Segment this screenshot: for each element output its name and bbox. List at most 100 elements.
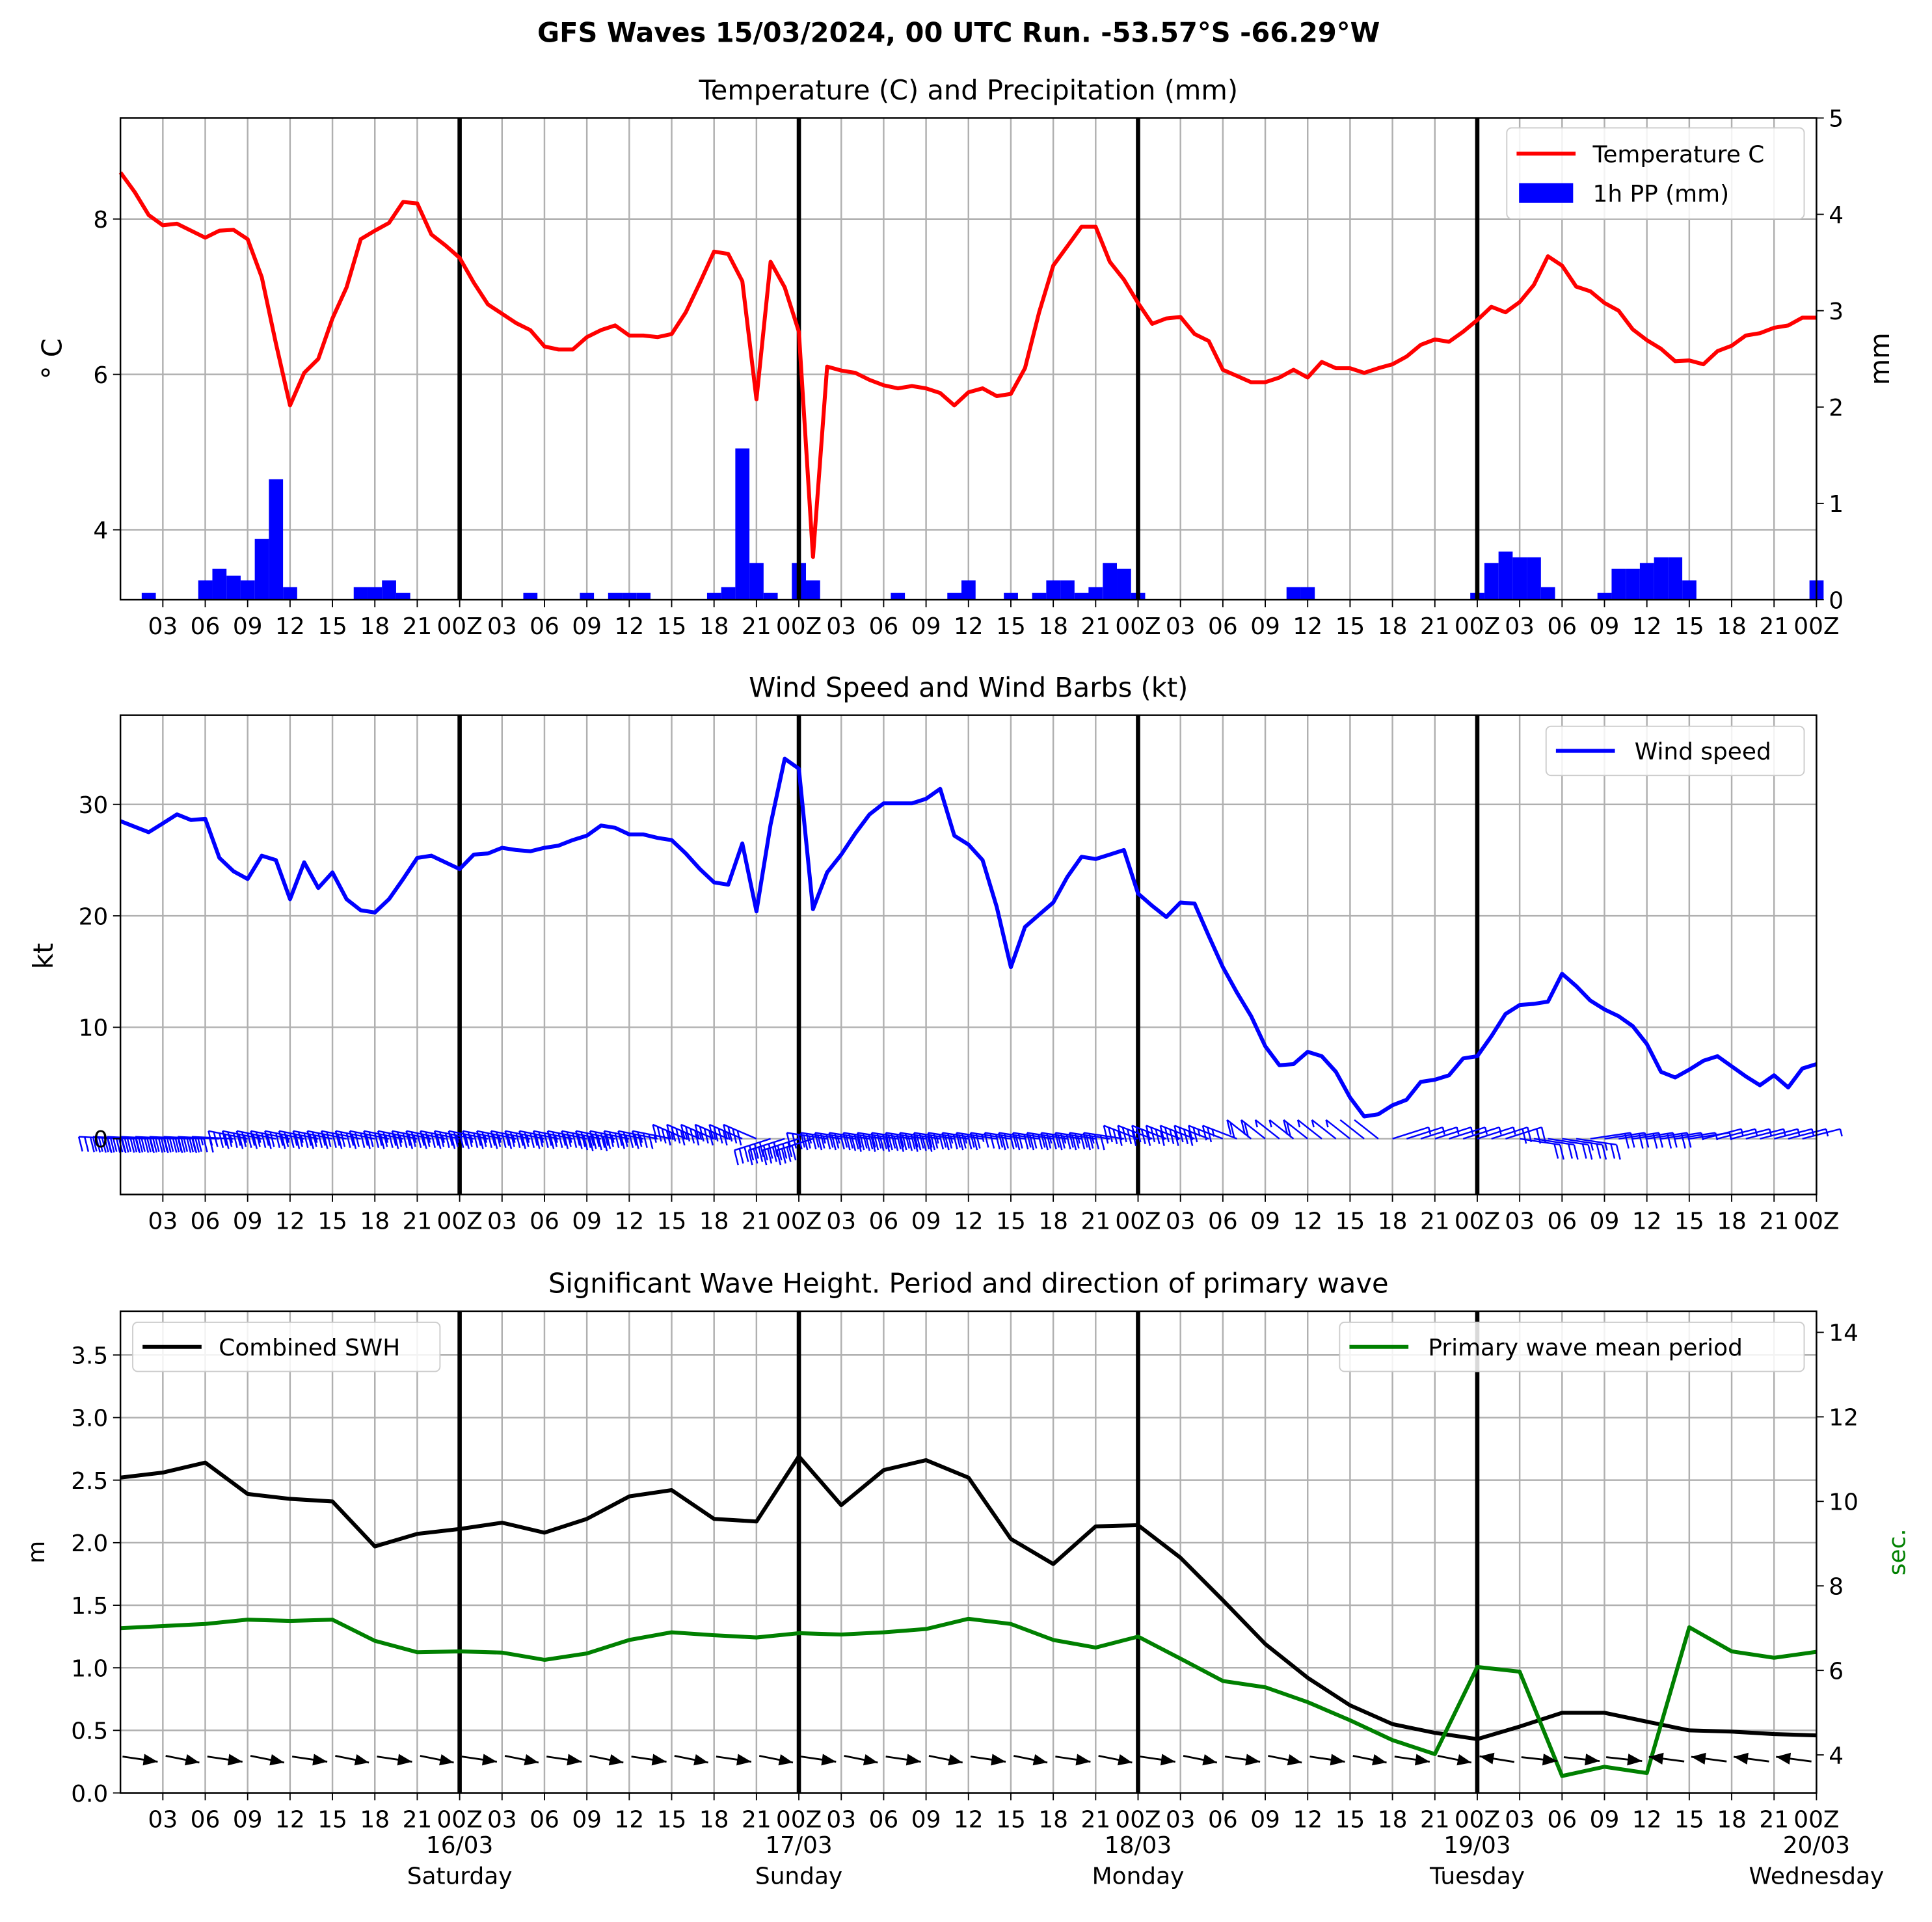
x-tick-label: 09 xyxy=(1250,613,1280,640)
wave-arrow xyxy=(631,1754,667,1766)
precip-bar xyxy=(353,587,368,600)
wave-arrow xyxy=(1733,1752,1769,1765)
x-tick-label: 06 xyxy=(530,1208,559,1235)
y2-tick-label: 3 xyxy=(1829,299,1844,325)
x-tick-label: 15 xyxy=(1335,613,1365,640)
precip-bar xyxy=(735,448,750,600)
panel3-y2-ticks: 4 6 8 10 12 14 xyxy=(1816,1320,1858,1769)
panel2-ylabel: kt xyxy=(27,943,59,969)
x-tick-label: 21 xyxy=(1759,613,1789,640)
wave-arrow xyxy=(1648,1752,1685,1765)
wind-barb xyxy=(1339,1119,1365,1140)
x-tick-label: 18 xyxy=(699,1806,729,1833)
wave-arrow xyxy=(335,1754,369,1766)
wind-barb xyxy=(1201,1125,1238,1143)
y-tick-label: 1.5 xyxy=(71,1593,108,1620)
wind-barb xyxy=(1533,1138,1579,1160)
panel2-day-lines xyxy=(457,715,1480,1195)
y-tick-label: 8 xyxy=(93,207,108,234)
wind-barb xyxy=(1548,1138,1593,1160)
precip-bar xyxy=(1004,593,1018,600)
x-tick-label: 18 xyxy=(699,613,729,640)
day-date: 17/03 xyxy=(765,1832,832,1859)
precip-bar xyxy=(396,593,410,600)
precip-bar xyxy=(1611,568,1626,600)
wave-arrow xyxy=(420,1754,454,1766)
x-tick-label: 18 xyxy=(360,1208,390,1235)
precip-bar xyxy=(1626,568,1640,600)
y-tick-label: 30 xyxy=(79,792,109,819)
y2-tick-label: 0 xyxy=(1829,587,1844,614)
x-tick-label: 00Z xyxy=(436,1208,482,1235)
x-tick-label: 21 xyxy=(403,613,433,640)
precip-bar xyxy=(141,593,156,600)
x-tick-label: 00Z xyxy=(1455,1208,1500,1235)
precip-bar xyxy=(763,593,778,600)
x-tick-label: 06 xyxy=(869,1806,899,1833)
precip-bar xyxy=(1512,557,1527,600)
y2-tick-label: 4 xyxy=(1829,202,1844,229)
wave-arrow xyxy=(1352,1754,1387,1766)
wind-barb xyxy=(1103,1125,1138,1146)
y-tick-label: 3.0 xyxy=(71,1406,108,1432)
y-tick-label: 2.5 xyxy=(71,1468,108,1495)
x-tick-label: 15 xyxy=(657,1806,687,1833)
x-tick-label: 09 xyxy=(1250,1806,1280,1833)
panel1-grid xyxy=(120,118,1818,600)
x-tick-label: 12 xyxy=(1632,1208,1662,1235)
wave-arrow xyxy=(291,1754,328,1766)
precip-bars xyxy=(141,448,1824,600)
x-tick-label: 09 xyxy=(1590,613,1620,640)
wind-barb xyxy=(1159,1125,1195,1146)
panel1-title: Temperature (C) and Precipitation (mm) xyxy=(698,74,1238,106)
x-tick-label: 12 xyxy=(615,613,645,640)
x-tick-label: 15 xyxy=(996,1208,1026,1235)
wave-arrow xyxy=(165,1754,200,1766)
precip-bar xyxy=(580,593,595,600)
x-tick-label: 03 xyxy=(1166,1208,1196,1235)
x-tick-label: 00Z xyxy=(1115,1806,1161,1833)
precip-bar xyxy=(1046,580,1061,600)
x-tick-label: 09 xyxy=(1250,1208,1280,1235)
x-tick-label: 21 xyxy=(1759,1806,1789,1833)
y2-tick-label: 8 xyxy=(1829,1573,1844,1600)
x-tick-label: 18 xyxy=(1717,1208,1747,1235)
wave-arrow xyxy=(970,1754,1006,1766)
panel2-title: Wind Speed and Wind Barbs (kt) xyxy=(749,671,1188,703)
wave-arrow xyxy=(758,1754,794,1766)
panel1-x-ticks: 03 06 09 12 15 18 21 00Z 03 06 09 12 15 18 21 00Z 03 06 09… xyxy=(148,600,1840,640)
y-tick-label: 4 xyxy=(93,518,108,544)
x-tick-label: 21 xyxy=(742,613,771,640)
x-tick-label: 06 xyxy=(1547,1806,1577,1833)
x-tick-label: 15 xyxy=(1335,1806,1365,1833)
wave-arrow xyxy=(1098,1754,1133,1766)
y-tick-label: 6 xyxy=(93,362,108,389)
x-tick-label: 18 xyxy=(1717,613,1747,640)
x-tick-label: 09 xyxy=(572,1806,602,1833)
x-tick-label: 09 xyxy=(1590,1208,1620,1235)
x-tick-label: 09 xyxy=(911,613,941,640)
panel3-y2label: sec. xyxy=(1884,1528,1911,1575)
precip-bar xyxy=(198,580,213,600)
x-tick-label: 18 xyxy=(1038,1806,1068,1833)
x-tick-label: 03 xyxy=(1166,1806,1196,1833)
precip-bar xyxy=(382,580,396,600)
panel1-ylabel: ° C xyxy=(36,338,68,379)
x-tick-label: 09 xyxy=(572,1208,602,1235)
temperature-line xyxy=(118,171,1817,559)
wind-barb xyxy=(1674,1132,1719,1141)
x-tick-label: 12 xyxy=(1632,613,1662,640)
x-tick-label: 12 xyxy=(275,613,305,640)
x-tick-label: 09 xyxy=(911,1806,941,1833)
precip-bar xyxy=(1286,587,1301,600)
precip-bar xyxy=(1117,568,1131,600)
wave-arrow xyxy=(1013,1754,1048,1766)
wind-speed-line xyxy=(120,756,1818,1119)
precip-bar xyxy=(947,593,962,600)
wave-arrow xyxy=(801,1754,837,1766)
panel3-title: Significant Wave Height. Period and dire… xyxy=(548,1268,1389,1300)
x-tick-label: 15 xyxy=(996,1806,1026,1833)
wave-arrow xyxy=(1140,1754,1175,1766)
wind-barb xyxy=(733,1138,771,1166)
